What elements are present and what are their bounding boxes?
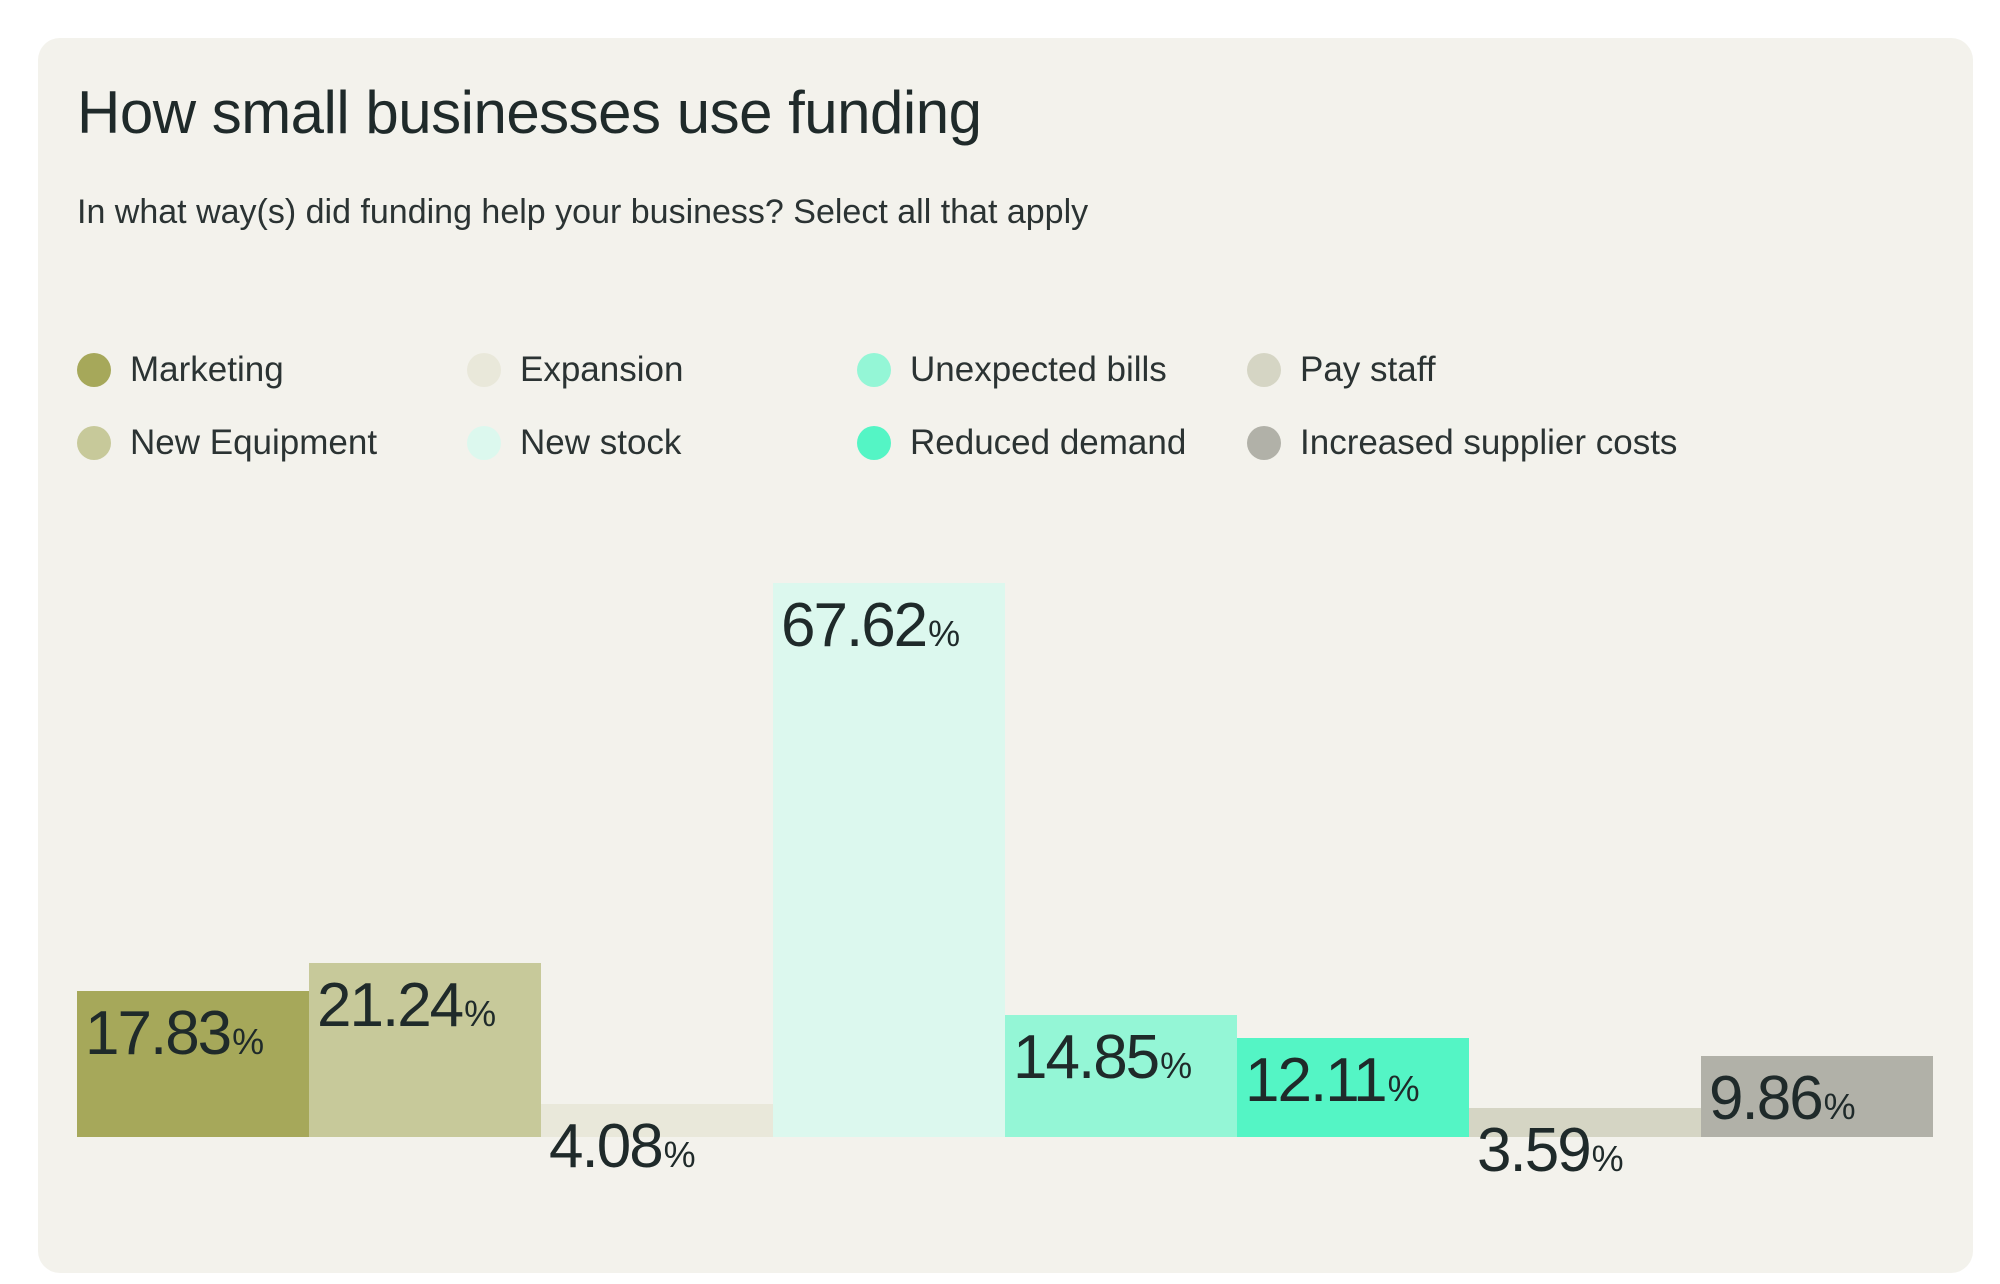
bar-value-number: 4.08 [549,1112,664,1181]
legend-label: Reduced demand [910,423,1187,462]
bar-value-number: 21.24 [317,971,464,1040]
bar-value-unit: % [1387,1068,1420,1109]
legend-item: Pay staff [1247,348,1436,392]
bar-value-unit: % [663,1134,696,1175]
chart-title: How small businesses use funding [77,79,982,146]
bar-value-label: 21.24% [317,975,496,1037]
bar-value-unit: % [928,613,961,654]
legend-swatch [857,353,891,387]
legend-swatch [77,353,111,387]
bar-value-number: 3.59 [1477,1116,1592,1185]
bar-value-number: 17.83 [85,999,232,1068]
legend-item: Expansion [467,348,683,392]
legend-swatch [467,426,501,460]
bar-value-label: 67.62% [781,595,960,657]
legend-label: Unexpected bills [910,350,1167,389]
legend-item: New Equipment [77,421,377,465]
legend-swatch [857,426,891,460]
bar-value-unit: % [1591,1138,1624,1179]
bar [77,991,309,1137]
bar-value-label: 14.85% [1013,1027,1192,1089]
bar [309,963,541,1137]
legend-item: Increased supplier costs [1247,421,1677,465]
bar-value-label: 4.08% [549,1116,696,1178]
chart-subtitle: In what way(s) did funding help your bus… [77,193,1089,231]
legend-item: Reduced demand [857,421,1186,465]
legend-label: Increased supplier costs [1300,423,1678,462]
legend-label: New stock [520,423,682,462]
legend-item: Unexpected bills [857,348,1167,392]
bar-chart: 17.83% 21.24% 4.08% 67.62% 14.85% 12.11% 3.59%… [77,38,1933,1182]
legend-item: Marketing [77,348,284,392]
bar-value-number: 12.11 [1245,1046,1388,1115]
legend-label: Marketing [130,350,284,389]
bar [1469,1108,1701,1137]
bar-value-unit: % [1160,1045,1193,1086]
bar-value-number: 67.62 [781,591,928,660]
bar-value-label: 9.86% [1709,1068,1856,1130]
bar-value-unit: % [1823,1086,1856,1127]
legend-swatch [77,426,111,460]
legend-swatch [1247,426,1281,460]
legend-label: Expansion [520,350,684,389]
legend-swatch [1247,353,1281,387]
chart-card: How small businesses use funding In what… [38,38,1973,1273]
bar-value-unit: % [464,993,497,1034]
legend-item: New stock [467,421,681,465]
legend-swatch [467,353,501,387]
legend-label: New Equipment [130,423,378,462]
bar-value-number: 14.85 [1013,1023,1160,1092]
bar [1005,1015,1237,1137]
bar-value-label: 12.11% [1245,1050,1420,1112]
chart-legend: Marketing New Equipment Expansion New stock… [77,348,1677,488]
bar [773,583,1005,1137]
bar-value-label: 17.83% [85,1003,264,1065]
bar-value-number: 9.86 [1709,1064,1824,1133]
legend-label: Pay staff [1300,350,1436,389]
bar [541,1104,773,1137]
bar-value-label: 3.59% [1477,1120,1624,1182]
bar-value-unit: % [232,1021,265,1062]
bar [1701,1056,1933,1137]
bar [1237,1038,1469,1137]
